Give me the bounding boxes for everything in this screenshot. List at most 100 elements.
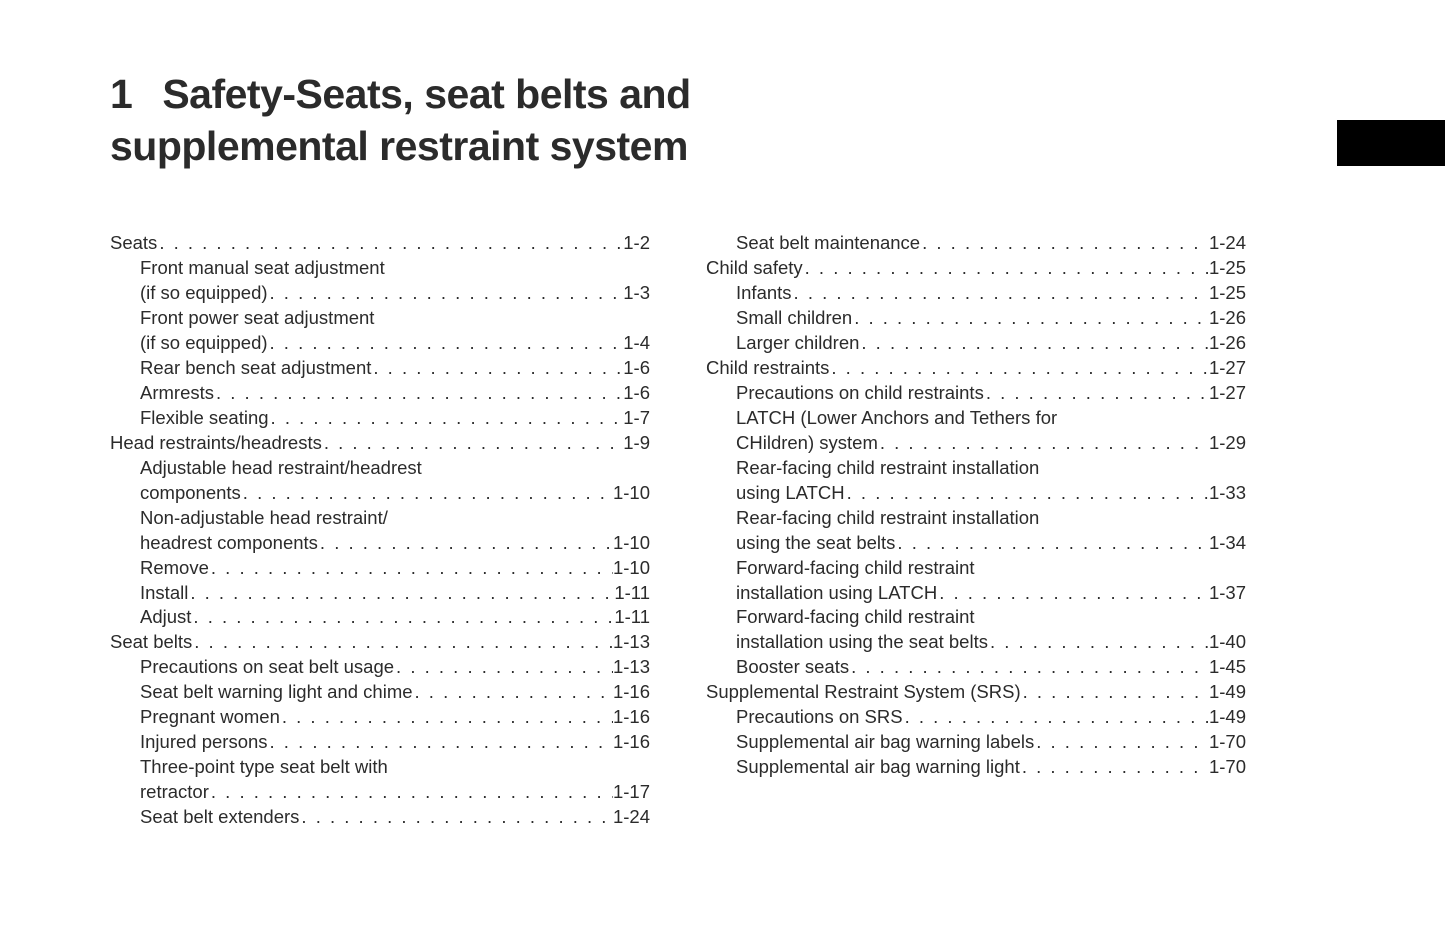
- toc-entry-page: 1-70: [1209, 730, 1246, 755]
- toc-leader-dots: [280, 705, 613, 730]
- toc-entry-label: using the seat belts: [736, 531, 895, 556]
- toc-entry-page: 1-49: [1209, 705, 1246, 730]
- toc-entry-label: Install: [140, 581, 188, 606]
- toc-leader-dots: [984, 381, 1209, 406]
- toc-entry-wrap: Rear-facing child restraint installation: [706, 506, 1246, 531]
- toc-entry-wrap: Non-adjustable head restraint/: [110, 506, 650, 531]
- toc-entry: Injured persons1-16: [110, 730, 650, 755]
- toc-entry-label: retractor: [140, 780, 209, 805]
- toc-entry: headrest components1-10: [110, 531, 650, 556]
- toc-entry-page: 1-13: [613, 630, 650, 655]
- toc-entry-page: 1-3: [623, 281, 650, 306]
- toc-entry-label: Seat belt maintenance: [736, 231, 920, 256]
- toc-entry-page: 1-34: [1209, 531, 1246, 556]
- toc-leader-dots: [394, 655, 613, 680]
- toc-entry: retractor 1-17: [110, 780, 650, 805]
- section-tab: [1337, 120, 1445, 166]
- toc-entry: using the seat belts 1-34: [706, 531, 1246, 556]
- toc-entry-label: Head restraints/headrests: [110, 431, 322, 456]
- toc-column-right: Seat belt maintenance1-24Child safety1-2…: [706, 231, 1246, 830]
- toc-entry: installation using the seat belts1-40: [706, 630, 1246, 655]
- toc-entry-page: 1-2: [623, 231, 650, 256]
- toc-entry: Larger children1-26: [706, 331, 1246, 356]
- toc-leader-dots: [268, 730, 613, 755]
- toc-entry-page: 1-11: [614, 581, 650, 606]
- toc-entry-page: 1-11: [614, 605, 650, 630]
- toc-entry-label: using LATCH: [736, 481, 845, 506]
- toc-entry: Precautions on child restraints 1-27: [706, 381, 1246, 406]
- toc-leader-dots: [829, 356, 1209, 381]
- toc-entry-page: 1-37: [1209, 581, 1246, 606]
- toc-entry-page: 1-16: [613, 680, 650, 705]
- toc-entry: Small children1-26: [706, 306, 1246, 331]
- toc-entry: Seat belts 1-13: [110, 630, 650, 655]
- toc-entry: Seat belt warning light and chime 1-16: [110, 680, 650, 705]
- toc-entry-label: installation using the seat belts: [736, 630, 988, 655]
- toc-leader-dots: [937, 581, 1209, 606]
- toc-entry-label: Seat belt warning light and chime: [140, 680, 413, 705]
- toc-leader-dots: [268, 281, 624, 306]
- toc-leader-dots: [318, 531, 613, 556]
- toc-entry-label: Seat belts: [110, 630, 192, 655]
- toc-entry-label: Precautions on child restraints: [736, 381, 984, 406]
- toc-entry-page: 1-25: [1209, 281, 1246, 306]
- toc-leader-dots: [845, 481, 1209, 506]
- toc-entry-page: 1-70: [1209, 755, 1246, 780]
- toc-entry-page: 1-7: [623, 406, 650, 431]
- toc-entry-page: 1-26: [1209, 331, 1246, 356]
- toc-leader-dots: [269, 406, 624, 431]
- toc-leader-dots: [1034, 730, 1209, 755]
- toc-leader-dots: [859, 331, 1209, 356]
- title-line-2: supplemental restraint system: [110, 123, 688, 169]
- toc-leader-dots: [209, 556, 613, 581]
- toc-entry-label: Child safety: [706, 256, 803, 281]
- toc-leader-dots: [1020, 755, 1209, 780]
- toc-entry: Seat belt maintenance1-24: [706, 231, 1246, 256]
- toc-entry: CHildren) system1-29: [706, 431, 1246, 456]
- toc-leader-dots: [1021, 680, 1209, 705]
- toc-entry: Remove1-10: [110, 556, 650, 581]
- toc-entry-label: Rear bench seat adjustment: [140, 356, 371, 381]
- toc-entry: Pregnant women1-16: [110, 705, 650, 730]
- toc-entry-label: installation using LATCH: [736, 581, 937, 606]
- toc-leader-dots: [903, 705, 1209, 730]
- toc-entry: Supplemental air bag warning labels 1-70: [706, 730, 1246, 755]
- toc-leader-dots: [157, 231, 623, 256]
- toc-leader-dots: [895, 531, 1209, 556]
- toc-entry-label: components: [140, 481, 241, 506]
- toc-entry-label: Supplemental air bag warning labels: [736, 730, 1034, 755]
- toc-entry-label: (if so equipped): [140, 331, 268, 356]
- title-line-1: Safety-Seats, seat belts and: [162, 71, 690, 117]
- toc-entry-label: Seats: [110, 231, 157, 256]
- toc-entry: Precautions on seat belt usage1-13: [110, 655, 650, 680]
- toc-entry-page: 1-17: [613, 780, 650, 805]
- toc-entry: Supplemental Restraint System (SRS)1-49: [706, 680, 1246, 705]
- toc-entry-label: Supplemental air bag warning light: [736, 755, 1020, 780]
- chapter-number: 1: [110, 68, 132, 120]
- toc-entry: (if so equipped)1-4: [110, 331, 650, 356]
- toc-entry: Child safety1-25: [706, 256, 1246, 281]
- toc-leader-dots: [878, 431, 1209, 456]
- toc-entry: Seat belt extenders1-24: [110, 805, 650, 830]
- toc-container: Seats1-2Front manual seat adjustment(if …: [110, 231, 1335, 830]
- toc-leader-dots: [241, 481, 613, 506]
- toc-entry: Infants1-25: [706, 281, 1246, 306]
- toc-leader-dots: [214, 381, 623, 406]
- toc-leader-dots: [849, 655, 1209, 680]
- toc-entry-page: 1-10: [613, 556, 650, 581]
- toc-leader-dots: [299, 805, 613, 830]
- toc-entry-label: Small children: [736, 306, 852, 331]
- toc-entry-page: 1-10: [613, 531, 650, 556]
- toc-entry-wrap: Three-point type seat belt with: [110, 755, 650, 780]
- toc-entry-page: 1-27: [1209, 381, 1246, 406]
- toc-entry-label: Armrests: [140, 381, 214, 406]
- toc-entry-page: 1-13: [613, 655, 650, 680]
- toc-entry-label: Seat belt extenders: [140, 805, 299, 830]
- toc-entry-page: 1-49: [1209, 680, 1246, 705]
- toc-entry-label: Booster seats: [736, 655, 849, 680]
- toc-leader-dots: [920, 231, 1209, 256]
- toc-entry-label: Child restraints: [706, 356, 829, 381]
- toc-leader-dots: [191, 605, 614, 630]
- toc-entry: Rear bench seat adjustment1-6: [110, 356, 650, 381]
- toc-entry-page: 1-33: [1209, 481, 1246, 506]
